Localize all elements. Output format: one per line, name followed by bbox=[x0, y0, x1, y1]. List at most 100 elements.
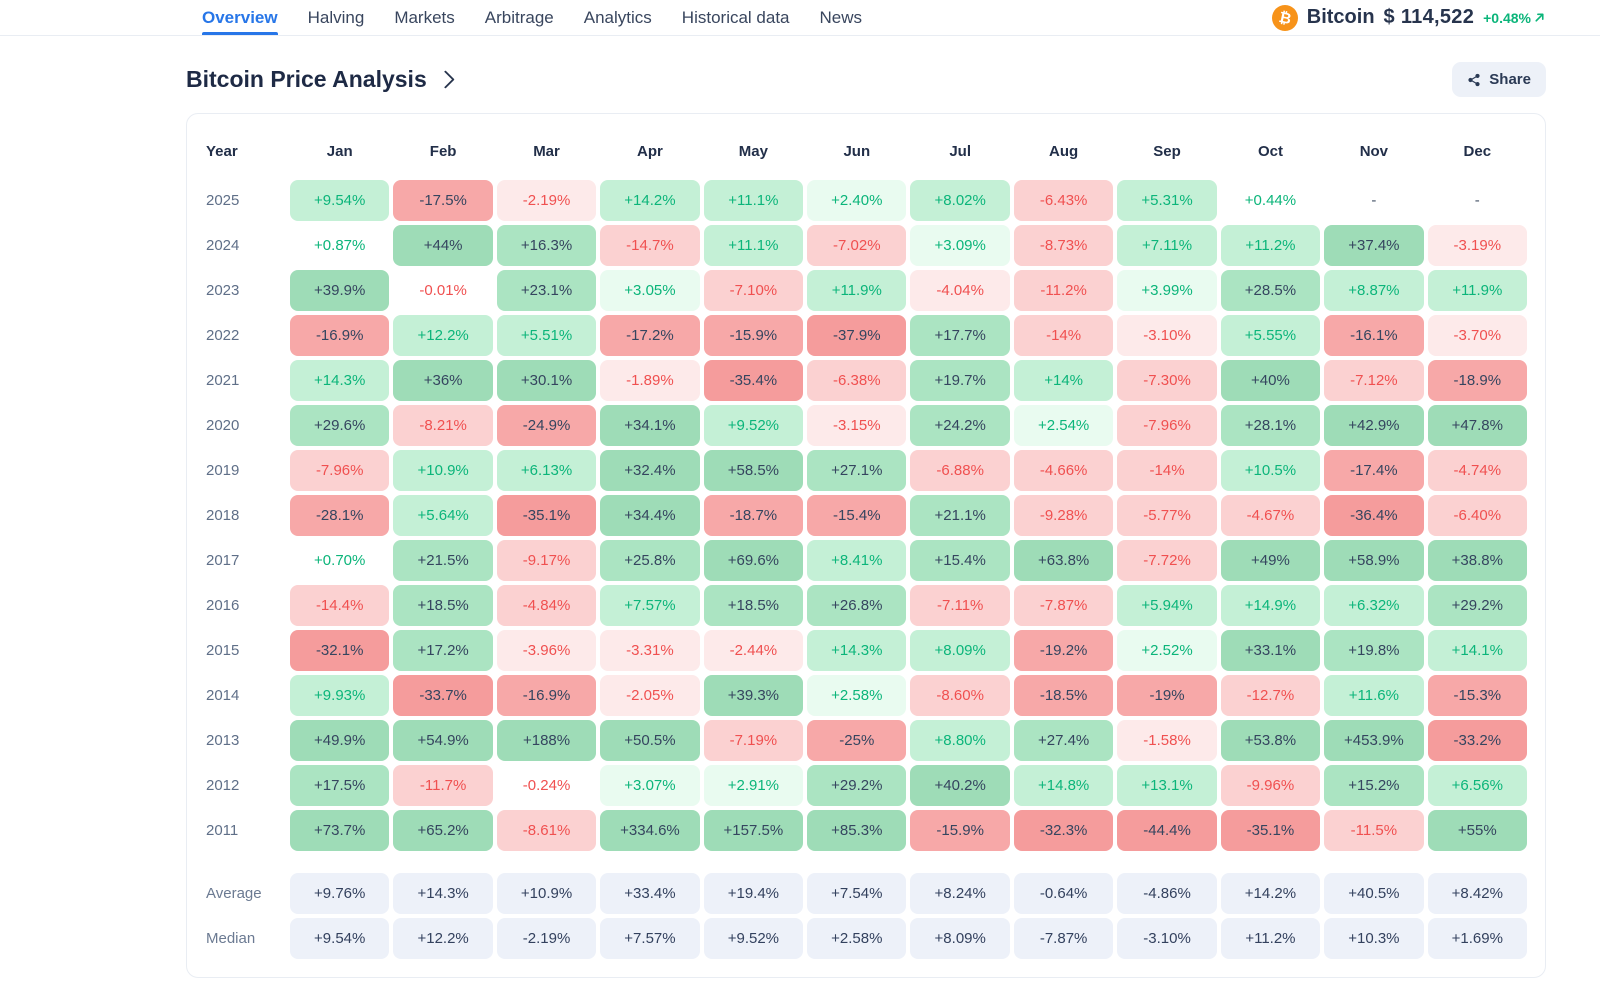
year-row-2022: 2022 -16.9% +12.2% +5.51% -17.2% -15.9% -37.9%… bbox=[203, 313, 1529, 358]
month-cell: -18.9% bbox=[1427, 360, 1527, 401]
month-cell: -7.02% bbox=[807, 225, 907, 266]
title-link[interactable]: Bitcoin Price Analysis bbox=[186, 66, 455, 93]
month-cell: +54.9% bbox=[393, 720, 493, 761]
month-cell: +14.2% bbox=[600, 180, 700, 221]
month-cell: -6.43% bbox=[1013, 180, 1114, 221]
month-cell: -7.96% bbox=[1117, 405, 1217, 446]
year-label: 2014 bbox=[206, 687, 240, 704]
month-cell: - bbox=[1371, 192, 1377, 209]
month-cell: -32.3% bbox=[1013, 810, 1114, 851]
month-cell: +13.1% bbox=[1117, 765, 1217, 806]
month-cell: +15.4% bbox=[910, 540, 1010, 581]
month-cell: -1.89% bbox=[600, 360, 700, 401]
summary-cell: +14.3% bbox=[393, 873, 493, 914]
table-header-cell: Jul bbox=[949, 142, 972, 160]
bitcoin-ticker[interactable]: ₿ Bitcoin $ 114,522 +0.48% bbox=[1271, 0, 1546, 35]
month-cell: +3.09% bbox=[910, 225, 1010, 266]
month-cell: +17.7% bbox=[910, 315, 1010, 356]
month-cell: +5.64% bbox=[393, 495, 493, 536]
month-cell: -6.40% bbox=[1427, 495, 1527, 536]
year-label: 2013 bbox=[206, 732, 240, 749]
month-cell: -9.17% bbox=[496, 540, 597, 581]
summary-row-average: Average +9.76% +14.3% +10.9% +33.4% +19.4% +7.… bbox=[203, 871, 1529, 916]
nav-tab-analytics[interactable]: Analytics bbox=[583, 7, 652, 27]
nav-tab-markets[interactable]: Markets bbox=[394, 7, 455, 27]
year-label: 2011 bbox=[206, 822, 239, 839]
year-label: 2022 bbox=[206, 327, 240, 344]
month-cell: +0.87% bbox=[314, 237, 366, 254]
month-cell: +26.8% bbox=[807, 585, 907, 626]
month-cell: +5.51% bbox=[496, 315, 597, 356]
summary-cell: -0.64% bbox=[1013, 873, 1114, 914]
arrow-up-right-icon bbox=[1535, 13, 1544, 22]
table-header-cell: Mar bbox=[533, 142, 560, 160]
nav-tab-historical-data[interactable]: Historical data bbox=[681, 7, 790, 27]
month-cell: +63.8% bbox=[1013, 540, 1114, 581]
month-cell: +334.6% bbox=[600, 810, 700, 851]
page-header: Bitcoin Price Analysis Share bbox=[0, 62, 1600, 97]
month-cell: +9.93% bbox=[290, 675, 390, 716]
month-cell: +5.31% bbox=[1117, 180, 1217, 221]
month-cell: -11.7% bbox=[393, 765, 493, 806]
nav-tab-overview[interactable]: Overview bbox=[202, 0, 278, 35]
summary-cell: +10.9% bbox=[496, 873, 597, 914]
month-cell: +73.7% bbox=[290, 810, 390, 851]
share-button[interactable]: Share bbox=[1452, 62, 1546, 97]
month-cell: -2.19% bbox=[496, 180, 597, 221]
month-cell: +69.6% bbox=[703, 540, 804, 581]
table-header-cell: Jan bbox=[326, 142, 353, 160]
nav-tab-halving[interactable]: Halving bbox=[307, 7, 365, 27]
summary-cell: +9.52% bbox=[703, 918, 804, 959]
month-cell: -28.1% bbox=[290, 495, 390, 536]
table-header-cell: Nov bbox=[1359, 142, 1389, 160]
summary-cell: +1.69% bbox=[1427, 918, 1527, 959]
table-header-cell: Year bbox=[206, 142, 238, 160]
summary-cell: -2.19% bbox=[496, 918, 597, 959]
month-cell: +5.94% bbox=[1117, 585, 1217, 626]
month-cell: +18.5% bbox=[393, 585, 493, 626]
month-cell: +2.54% bbox=[1013, 405, 1114, 446]
table-header-cell: Feb bbox=[429, 142, 457, 160]
month-cell: -15.4% bbox=[807, 495, 907, 536]
month-cell: +0.70% bbox=[314, 552, 366, 569]
nav-tab-news[interactable]: News bbox=[819, 7, 863, 27]
nav-tab-arbitrage[interactable]: Arbitrage bbox=[484, 7, 554, 27]
month-cell: +58.5% bbox=[703, 450, 804, 491]
month-cell: +11.1% bbox=[703, 225, 804, 266]
month-cell: +24.2% bbox=[910, 405, 1010, 446]
month-cell: +34.4% bbox=[600, 495, 700, 536]
bitcoin-icon: ₿ bbox=[1271, 4, 1298, 31]
year-label: 2023 bbox=[206, 282, 240, 299]
summary-cell: +33.4% bbox=[600, 873, 700, 914]
month-cell: +10.9% bbox=[393, 450, 493, 491]
month-cell: +14.3% bbox=[290, 360, 390, 401]
month-cell: +47.8% bbox=[1427, 405, 1527, 446]
summary-cell: +7.57% bbox=[600, 918, 700, 959]
year-row-2011: 2011 +73.7% +65.2% -8.61% +334.6% +157.5% +85.… bbox=[203, 808, 1529, 853]
month-cell: -3.10% bbox=[1117, 315, 1217, 356]
month-cell: -12.7% bbox=[1220, 675, 1321, 716]
month-cell: -11.2% bbox=[1013, 270, 1114, 311]
month-cell: -9.96% bbox=[1220, 765, 1321, 806]
month-cell: +49.9% bbox=[290, 720, 390, 761]
month-cell: +11.6% bbox=[1324, 675, 1424, 716]
month-cell: +17.2% bbox=[393, 630, 493, 671]
summary-cell: -4.86% bbox=[1117, 873, 1217, 914]
month-cell: -4.74% bbox=[1427, 450, 1527, 491]
year-label: 2017 bbox=[206, 552, 240, 569]
month-cell: +32.4% bbox=[600, 450, 700, 491]
table-header-cell: Jun bbox=[843, 142, 871, 160]
month-cell: +12.2% bbox=[393, 315, 493, 356]
year-row-2020: 2020 +29.6% -8.21% -24.9% +34.1% +9.52% -3.15%… bbox=[203, 403, 1529, 448]
month-cell: +2.91% bbox=[703, 765, 804, 806]
month-cell: -14% bbox=[1117, 450, 1217, 491]
month-cell: +38.8% bbox=[1427, 540, 1527, 581]
month-cell: +50.5% bbox=[600, 720, 700, 761]
month-cell: -44.4% bbox=[1117, 810, 1217, 851]
month-cell: +21.5% bbox=[393, 540, 493, 581]
month-cell: +11.1% bbox=[703, 180, 804, 221]
month-cell: +53.8% bbox=[1220, 720, 1321, 761]
month-cell: -4.04% bbox=[910, 270, 1010, 311]
summary-cell: +11.2% bbox=[1220, 918, 1321, 959]
year-row-2023: 2023 +39.9% -0.01% +23.1% +3.05% -7.10% +11.9%… bbox=[203, 268, 1529, 313]
